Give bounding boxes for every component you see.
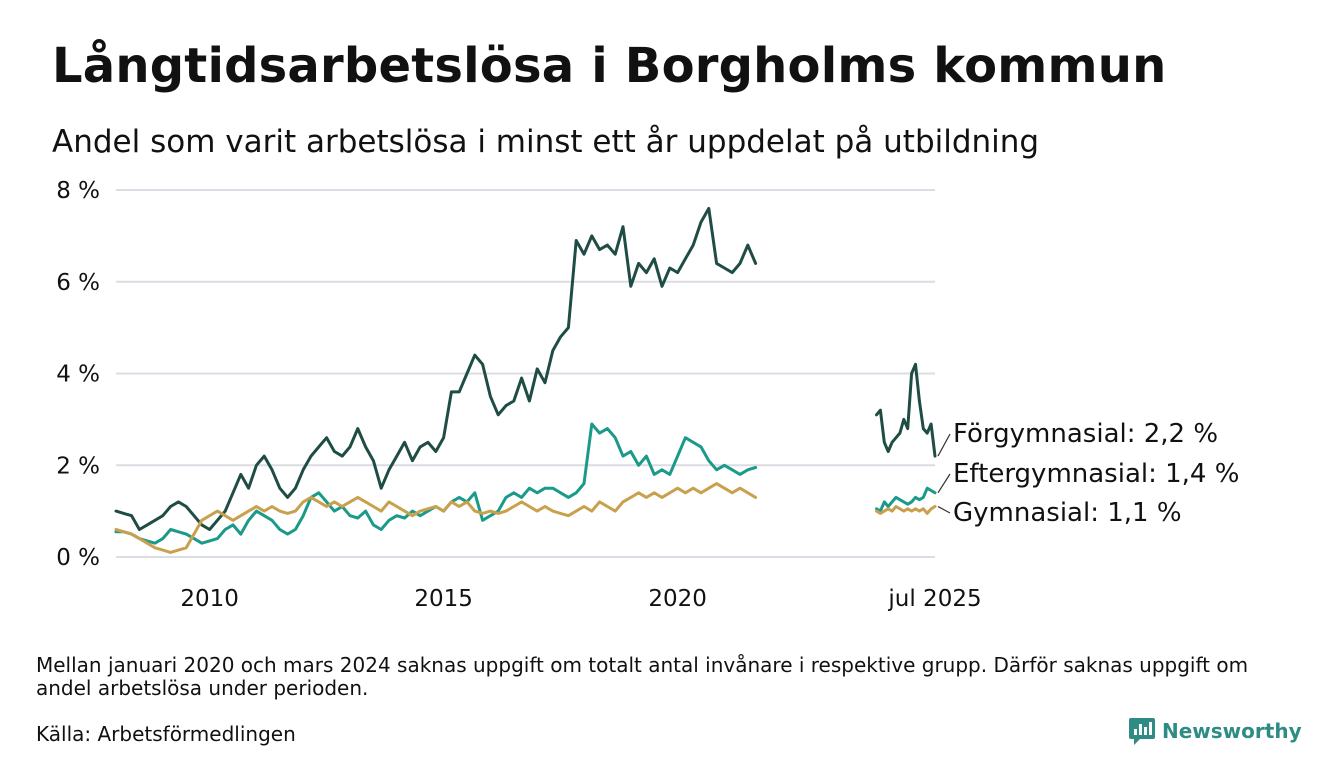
- x-axis-ticks: 2010 2015 2020 jul 2025: [180, 586, 981, 612]
- label-connector: [937, 433, 951, 457]
- series-end-label: Eftergymnasial: 1,4 %: [953, 459, 1239, 489]
- y-tick-label: 8 %: [56, 178, 100, 204]
- series-lines: [114, 206, 937, 554]
- y-tick-label: 6 %: [56, 270, 100, 296]
- label-connector: [937, 506, 951, 514]
- series-end-label: Gymnasial: 1,1 %: [953, 498, 1182, 528]
- gridlines: [116, 189, 935, 558]
- y-tick-label: 2 %: [56, 453, 100, 479]
- brand-name: Newsworthy: [1162, 719, 1302, 743]
- series-line-förgymnasial: [114, 206, 758, 531]
- footnote: Mellan januari 2020 och mars 2024 saknas…: [36, 653, 1249, 700]
- series-end-label: Förgymnasial: 2,2 %: [953, 419, 1218, 449]
- series-line-gymnasial: [114, 482, 758, 554]
- y-tick-label: 0 %: [56, 545, 100, 571]
- series-line-eftergymnasial: [875, 486, 937, 513]
- x-tick-label: 2020: [648, 586, 707, 612]
- series-line-gymnasial: [875, 505, 937, 515]
- line-chart: 0 % 2 % 4 % 6 % 8 % 2010 2015 2020 jul 2025 För…: [56, 178, 1239, 612]
- x-tick-label: jul 2025: [887, 586, 981, 612]
- brand-logo: Newsworthy: [1128, 716, 1302, 746]
- chart-subtitle: Andel som varit arbetslösa i minst ett å…: [52, 124, 1040, 160]
- series-line-förgymnasial: [875, 362, 937, 458]
- chart-title: Långtidsarbetslösa i Borgholms kommun: [52, 38, 1167, 94]
- x-tick-label: 2010: [180, 586, 239, 612]
- label-connector: [937, 473, 951, 494]
- source-text: Källa: Arbetsförmedlingen: [36, 722, 296, 746]
- x-tick-label: 2015: [414, 586, 473, 612]
- y-tick-label: 4 %: [56, 362, 100, 388]
- y-axis-ticks: 0 % 2 % 4 % 6 % 8 %: [56, 178, 100, 571]
- series-end-labels: Förgymnasial: 2,2 % Eftergymnasial: 1,4 %…: [937, 419, 1239, 528]
- newsworthy-icon: [1129, 718, 1155, 745]
